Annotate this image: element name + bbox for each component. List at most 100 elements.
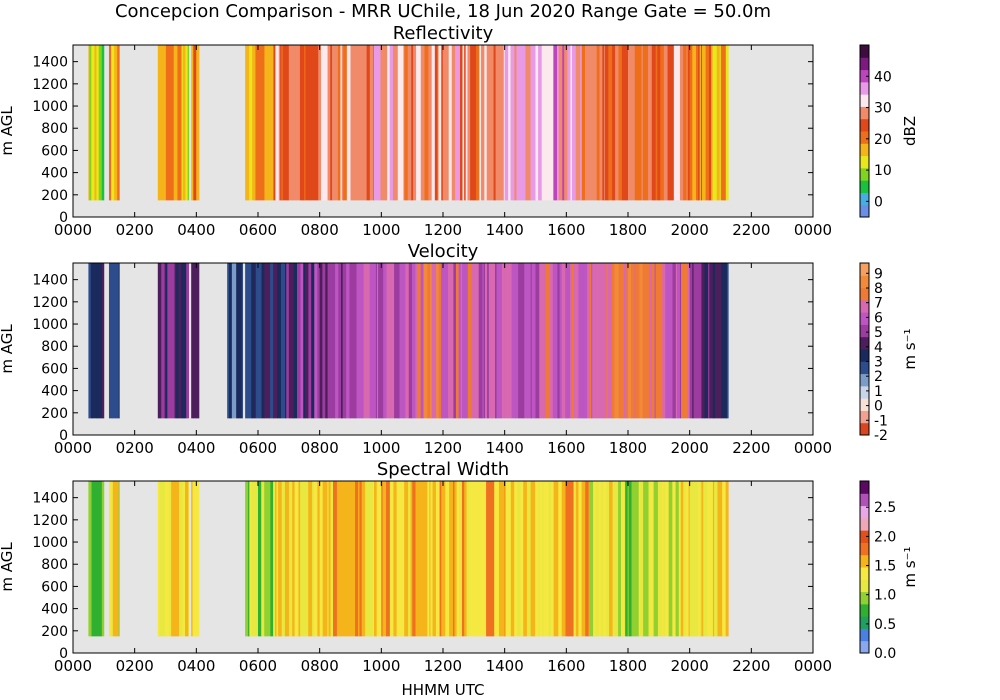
data-column bbox=[548, 481, 552, 637]
colorbar-band bbox=[860, 81, 869, 95]
data-column bbox=[702, 45, 707, 201]
data-column bbox=[646, 263, 649, 419]
data-column bbox=[264, 45, 269, 201]
colorbar-band bbox=[860, 398, 869, 411]
data-column bbox=[665, 45, 668, 201]
data-column bbox=[478, 263, 482, 419]
data-column bbox=[665, 263, 670, 419]
data-column bbox=[530, 481, 535, 637]
data-column bbox=[284, 481, 289, 637]
data-column bbox=[271, 45, 274, 201]
data-column bbox=[552, 263, 555, 419]
data-column bbox=[335, 263, 339, 419]
data-column bbox=[451, 481, 454, 637]
data-column bbox=[534, 45, 536, 201]
data-column bbox=[346, 45, 351, 201]
data-column bbox=[448, 263, 453, 419]
figure-suptitle: Concepcion Comparison - MRR UChile, 18 J… bbox=[115, 1, 771, 22]
data-column bbox=[649, 263, 652, 419]
x-tick-label: 0600 bbox=[239, 221, 277, 239]
data-column bbox=[392, 45, 396, 201]
data-column bbox=[376, 481, 381, 637]
y-tick-label: 400 bbox=[41, 384, 68, 400]
data-column bbox=[726, 263, 729, 419]
data-column bbox=[634, 263, 636, 419]
x-tick-label: 0600 bbox=[239, 439, 277, 457]
data-column bbox=[182, 481, 186, 637]
data-column bbox=[361, 481, 364, 637]
data-column bbox=[280, 45, 282, 201]
data-column bbox=[443, 481, 446, 637]
data-column bbox=[309, 481, 313, 637]
data-column bbox=[429, 481, 431, 637]
data-column bbox=[469, 481, 472, 637]
data-column bbox=[254, 481, 259, 637]
colorbar-tick-label: 40 bbox=[874, 69, 892, 85]
colorbar-tick-label: 5 bbox=[874, 325, 883, 341]
data-column bbox=[641, 45, 644, 201]
data-column bbox=[517, 481, 521, 637]
data-column bbox=[409, 45, 412, 201]
data-column bbox=[585, 481, 590, 637]
data-column bbox=[412, 481, 416, 637]
data-column bbox=[91, 45, 95, 201]
data-column bbox=[191, 45, 194, 201]
data-column bbox=[521, 45, 526, 201]
y-tick-label: 600 bbox=[41, 579, 68, 595]
data-column bbox=[168, 263, 172, 419]
data-column bbox=[411, 45, 414, 201]
data-column bbox=[510, 45, 515, 201]
data-column bbox=[90, 481, 92, 637]
colorbar-band bbox=[860, 373, 869, 387]
data-column bbox=[618, 481, 621, 637]
data-column bbox=[676, 45, 681, 201]
data-column bbox=[554, 263, 556, 419]
data-column bbox=[595, 263, 598, 419]
data-column bbox=[322, 481, 327, 637]
data-column bbox=[701, 45, 703, 201]
data-column bbox=[111, 45, 115, 201]
colorbar-tick-label: -2 bbox=[874, 428, 888, 444]
data-column bbox=[275, 481, 277, 637]
data-column bbox=[509, 263, 513, 419]
data-column bbox=[308, 263, 312, 419]
data-column bbox=[427, 481, 430, 637]
data-column bbox=[410, 481, 413, 637]
data-column bbox=[412, 263, 416, 419]
y-tick-label: 200 bbox=[41, 406, 68, 422]
data-column bbox=[281, 481, 286, 637]
data-column bbox=[672, 263, 675, 419]
data-column bbox=[452, 481, 455, 637]
data-column bbox=[600, 45, 603, 201]
data-column bbox=[481, 45, 485, 201]
data-column bbox=[553, 45, 558, 201]
colorbar-band bbox=[860, 180, 869, 193]
data-column bbox=[159, 481, 163, 637]
data-column bbox=[471, 263, 475, 419]
data-column bbox=[514, 481, 518, 637]
data-column bbox=[602, 45, 605, 201]
data-column bbox=[538, 481, 541, 637]
data-column bbox=[717, 263, 721, 419]
data-column bbox=[569, 263, 573, 419]
data-column bbox=[642, 45, 648, 201]
data-column bbox=[294, 481, 298, 637]
data-column bbox=[581, 481, 586, 637]
data-column bbox=[91, 481, 96, 637]
data-column bbox=[443, 263, 445, 419]
data-column bbox=[305, 263, 309, 419]
colorbar-band bbox=[860, 628, 869, 642]
colorbar-band bbox=[860, 361, 869, 375]
data-column bbox=[291, 45, 294, 201]
data-column bbox=[565, 45, 568, 201]
data-column bbox=[389, 45, 394, 201]
data-column bbox=[313, 481, 318, 637]
data-column bbox=[259, 263, 262, 419]
data-column bbox=[252, 263, 256, 419]
data-column bbox=[312, 481, 315, 637]
data-column bbox=[115, 263, 120, 419]
data-column bbox=[358, 481, 360, 637]
data-column bbox=[475, 481, 478, 637]
data-column bbox=[505, 481, 510, 637]
